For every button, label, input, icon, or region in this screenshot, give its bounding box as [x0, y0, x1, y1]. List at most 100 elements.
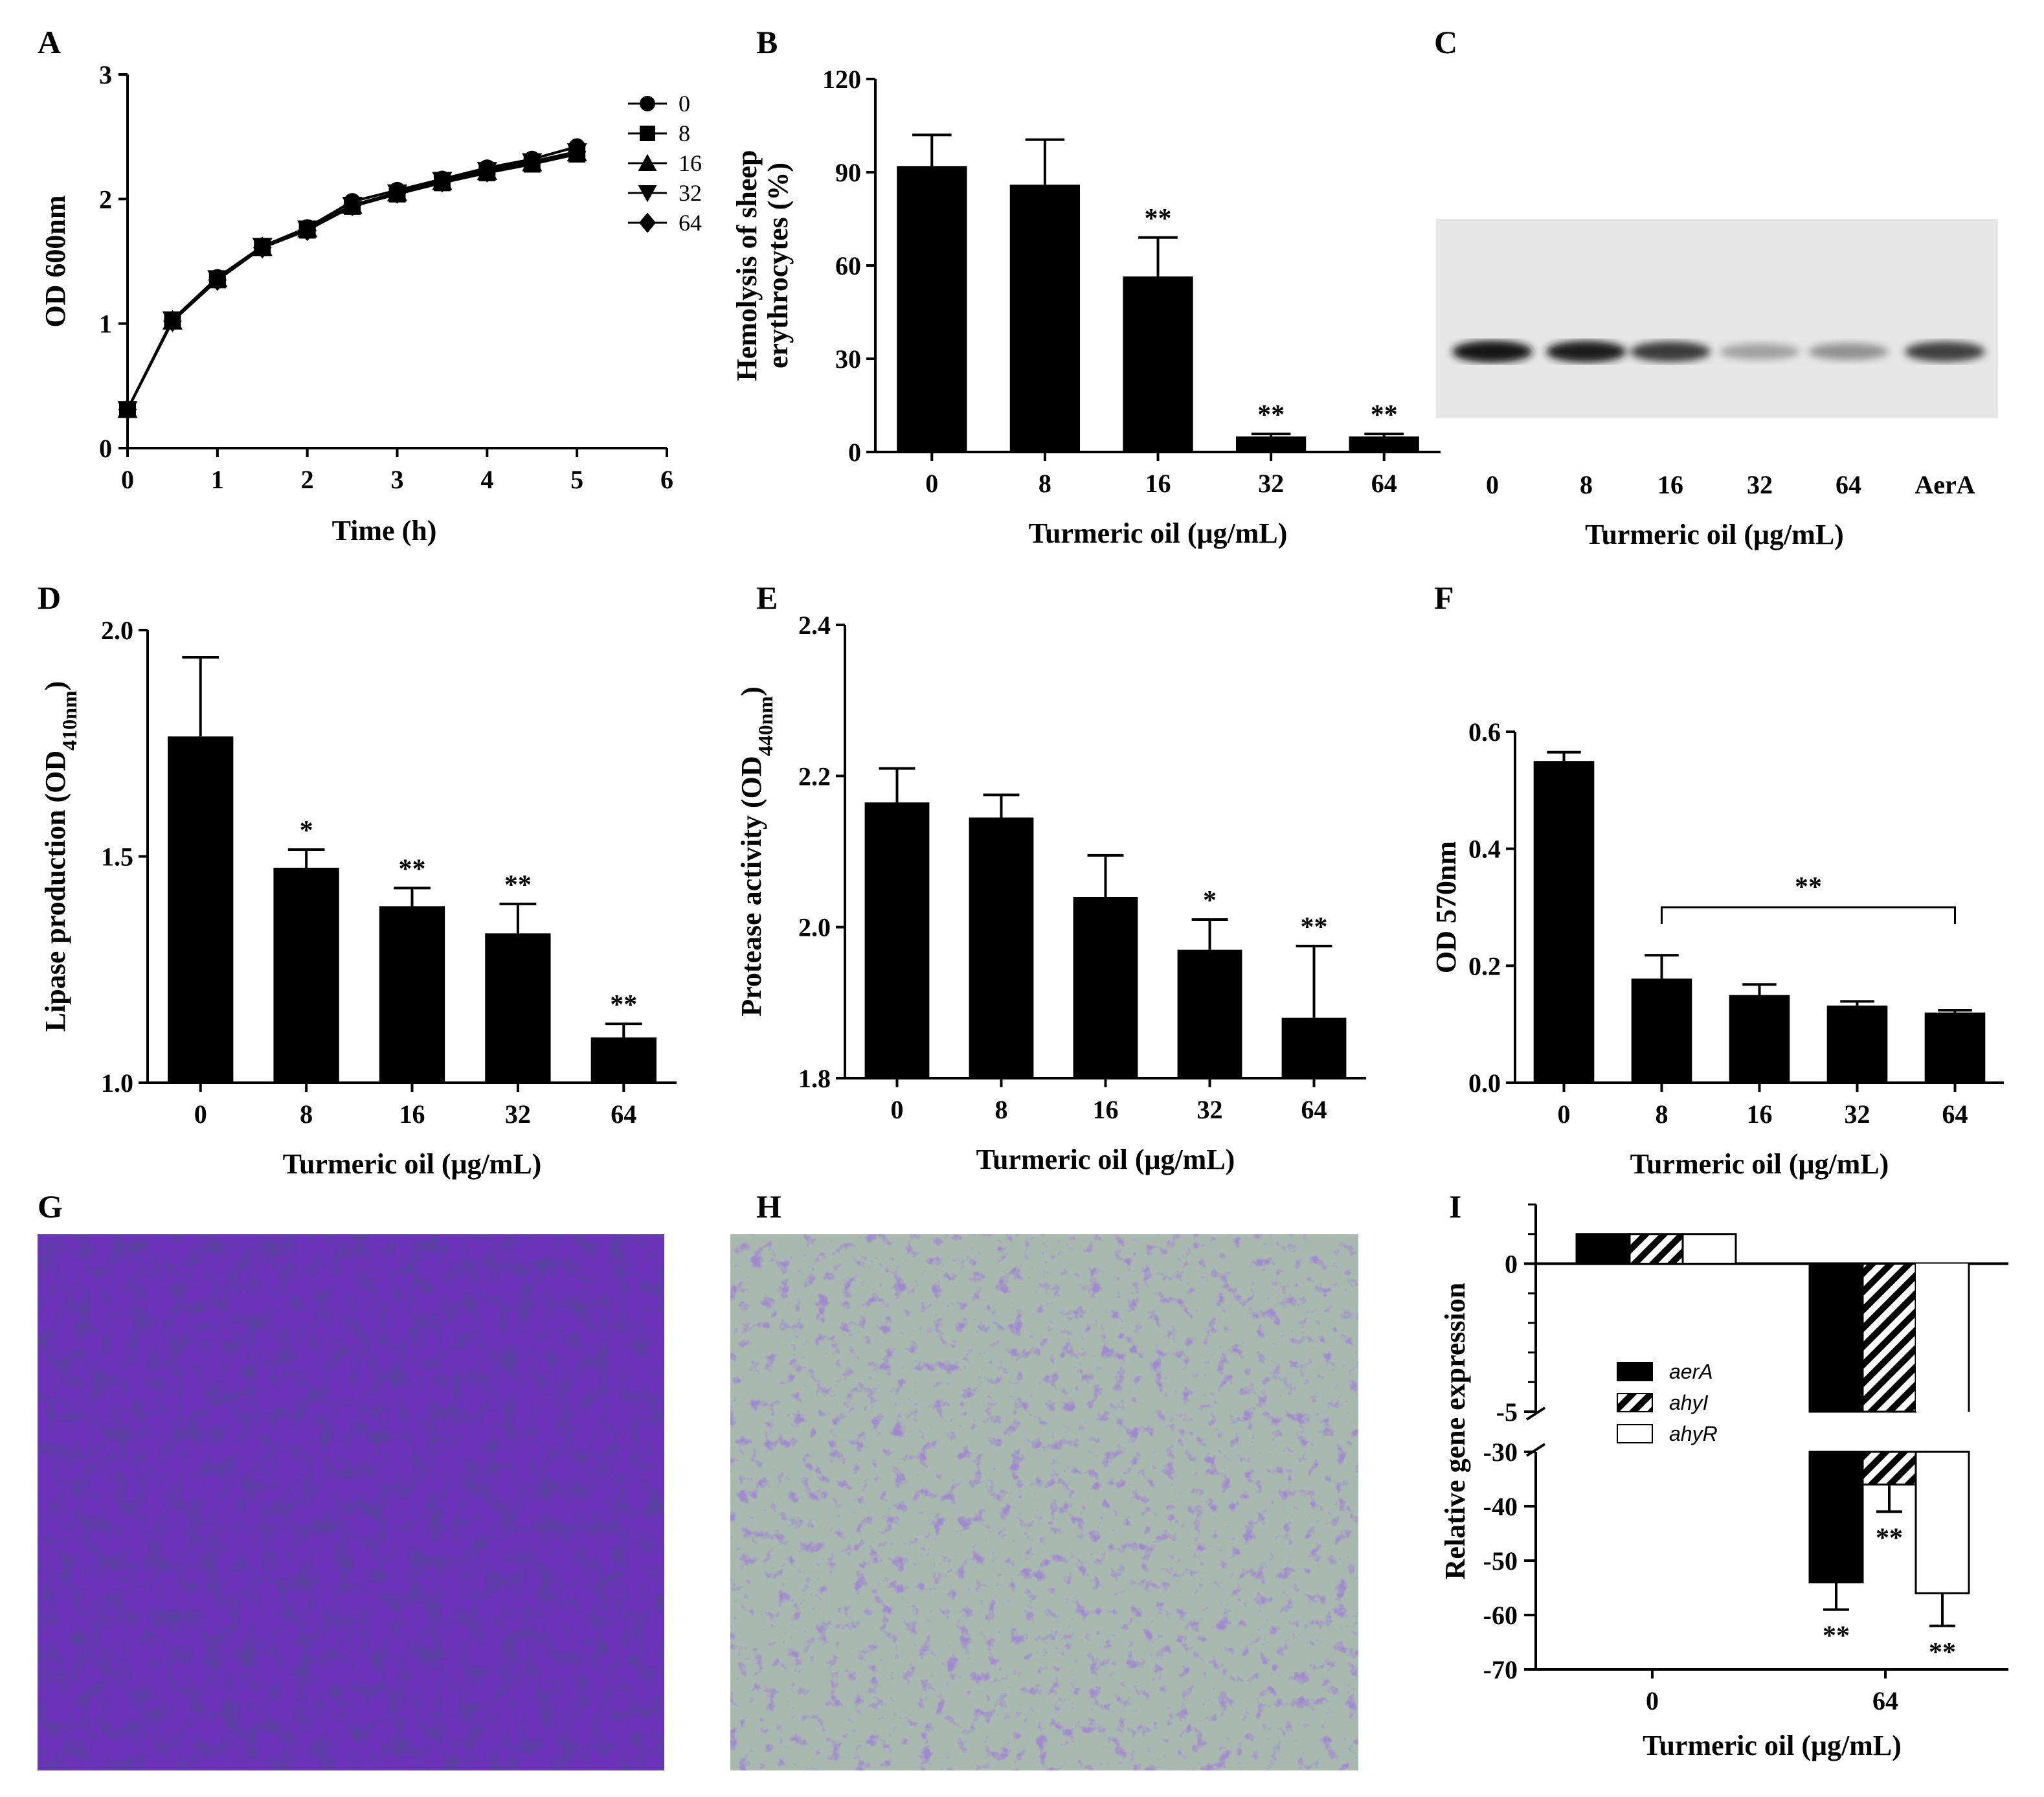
series-line — [126, 150, 578, 411]
x-tick-label: 64 — [1371, 469, 1397, 498]
legend-marker — [640, 96, 655, 111]
micrograph-control — [38, 1234, 664, 1770]
data-point — [208, 269, 227, 291]
y-tick-label: 90 — [835, 158, 861, 187]
y-axis-label: Protease activity (OD440nm) — [736, 686, 777, 1017]
x-tick-label: 32 — [1197, 1095, 1223, 1124]
significance-mark: ** — [1257, 400, 1285, 430]
x-tick-label: 5 — [570, 465, 583, 494]
blot-lane-label: 0 — [1486, 470, 1499, 499]
micrograph-g-texture — [38, 1234, 664, 1770]
data-point — [298, 219, 317, 242]
bar — [273, 867, 339, 1083]
y-tick-label: -30 — [1483, 1438, 1518, 1467]
y-tick-label: 2 — [99, 185, 112, 214]
series-line — [126, 152, 578, 411]
y-tick-label: 30 — [835, 345, 861, 374]
gene-expression-bar-chart: 0 -5 -30 -40 -50 -60 -70 0 64 ** ** ** aerA ahyI ahyR T… — [1439, 1203, 2008, 1761]
x-axis-label: Time (h) — [332, 515, 437, 547]
x-tick-label: 64 — [1942, 1100, 1968, 1129]
legend-swatch — [1617, 1362, 1653, 1381]
panel-letter-d: D — [38, 580, 61, 616]
bar — [590, 1037, 657, 1083]
significance-mark: ** — [1145, 204, 1172, 234]
bar-upper-part — [1808, 1262, 1864, 1413]
data-point — [343, 194, 362, 216]
bar-lower-part — [1861, 1451, 1917, 1486]
significance-mark: * — [1203, 886, 1217, 916]
x-tick-label: 0 — [891, 1095, 904, 1124]
y-tick-label: 3 — [99, 60, 112, 89]
bar — [897, 166, 967, 452]
legend-label: 0 — [679, 91, 690, 117]
legend-label: ahyI — [1669, 1391, 1709, 1414]
blot-band — [1720, 343, 1800, 360]
series-line — [126, 150, 578, 411]
x-axis-label: Turmeric oil (μg/mL) — [1643, 1730, 1902, 1761]
y-tick-label: 1.0 — [101, 1068, 133, 1098]
significance-mark: ** — [399, 854, 426, 884]
panel-letter-f: F — [1434, 580, 1454, 616]
panel-letter-h: H — [756, 1188, 781, 1225]
legend-label: 8 — [679, 120, 690, 146]
bar-lower-part — [1808, 1451, 1864, 1584]
blot-band — [1630, 341, 1711, 362]
data-point — [253, 236, 272, 259]
significance-mark: ** — [610, 990, 637, 1020]
data-point — [567, 141, 587, 163]
axis-break-mark — [1525, 1407, 1546, 1457]
bar — [485, 933, 551, 1083]
x-tick-label: 3 — [391, 465, 404, 494]
y-axis-label: Hemolysis of sheep — [731, 150, 763, 381]
x-tick-label: 8 — [1039, 469, 1051, 498]
lipase-bar-chart: 1.0 1.5 2.0 0 8 * 16 ** 32 ** 64 ** Turmeric oil (μg… — [39, 616, 677, 1180]
legend-label: 32 — [679, 180, 702, 206]
significance-mark: ** — [504, 870, 532, 900]
x-tick-label: 32 — [505, 1100, 531, 1129]
y-tick-label: 2.4 — [798, 611, 831, 640]
legend-swatch — [1617, 1393, 1653, 1412]
x-axis-label: Turmeric oil (μg/mL) — [976, 1144, 1235, 1175]
series-line — [126, 145, 578, 411]
y-tick-label: -60 — [1483, 1601, 1518, 1630]
y-tick-label: 2.0 — [798, 913, 831, 942]
bar — [1177, 949, 1242, 1078]
x-tick-label: 0 — [121, 465, 134, 494]
y-tick-label: 0 — [99, 434, 112, 463]
series-32: 32 — [117, 143, 702, 420]
bar — [1073, 897, 1138, 1078]
x-axis-label: Turmeric oil (μg/mL) — [283, 1148, 542, 1180]
x-tick-label: 0 — [194, 1100, 207, 1129]
legend-label: aerA — [1669, 1360, 1713, 1383]
blot-band — [1808, 343, 1889, 360]
significance-mark: ** — [1795, 872, 1822, 902]
significance-mark: ** — [1301, 912, 1328, 942]
data-point — [388, 181, 407, 204]
x-tick-label: 8 — [995, 1095, 1008, 1124]
bar — [1729, 995, 1790, 1083]
x-tick-label: 0 — [925, 469, 938, 498]
x-tick-label: 4 — [480, 465, 493, 494]
bar — [379, 906, 445, 1083]
x-tick-label: 1 — [211, 465, 224, 494]
bar — [1009, 185, 1081, 452]
legend-marker — [638, 185, 657, 203]
panel-letter-g: G — [38, 1188, 63, 1225]
blot-x-axis-label: Turmeric oil (μg/mL) — [1585, 519, 1844, 550]
legend-marker — [638, 153, 657, 171]
western-blot: 0 8 16 32 64 AerA Turmeric oil (μg/mL) — [1436, 219, 1998, 550]
x-tick-label: 32 — [1258, 469, 1284, 498]
y-tick-label: 0.6 — [1468, 718, 1501, 747]
x-tick-label: 16 — [1747, 1100, 1773, 1129]
blot-lane-label: 32 — [1747, 470, 1773, 499]
bar — [168, 736, 234, 1083]
x-tick-label: 64 — [611, 1100, 636, 1129]
blot-lane-label: 64 — [1836, 470, 1861, 499]
x-tick-label: 32 — [1845, 1100, 1870, 1129]
growth-curve-chart: 0 1 2 3 0 1 2 3 4 5 6 0 8 16 32 64 Time (h) OD 600nm — [39, 60, 702, 547]
data-point — [118, 398, 137, 421]
x-tick-label: 16 — [1145, 469, 1171, 498]
significance-mark: ** — [1371, 400, 1398, 430]
x-tick-label: 64 — [1301, 1095, 1327, 1124]
y-axis-label: OD 570nm — [1430, 841, 1462, 973]
